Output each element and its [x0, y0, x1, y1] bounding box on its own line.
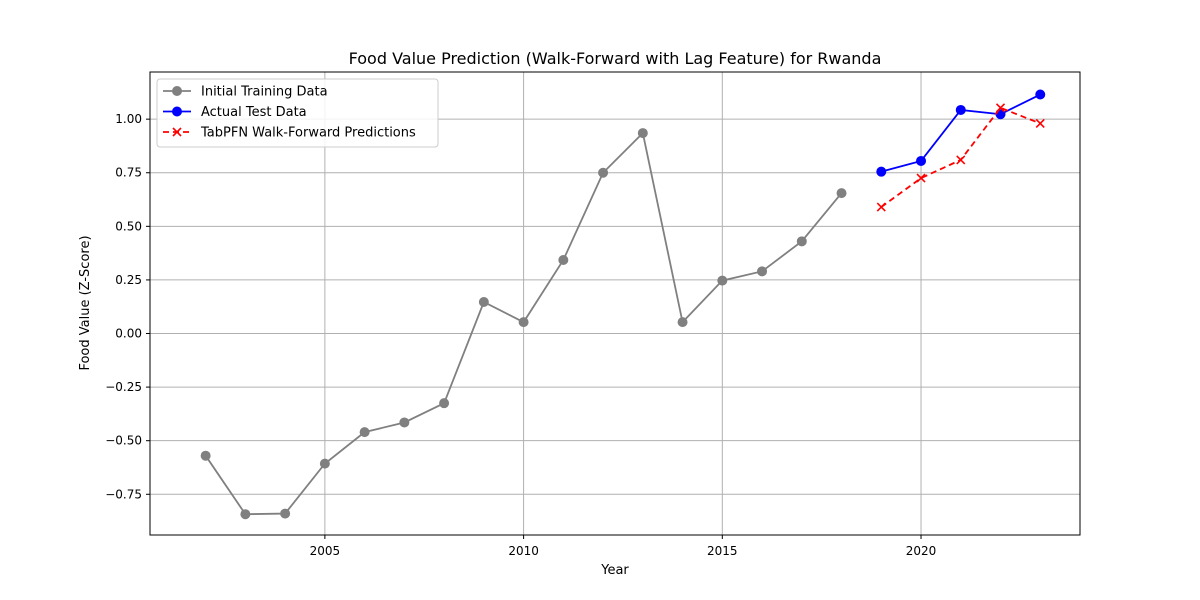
data-point — [518, 317, 529, 328]
y-tick-label: 0.25 — [115, 273, 142, 287]
data-point — [319, 458, 330, 469]
data-point — [439, 398, 450, 409]
legend-marker — [172, 106, 182, 117]
data-point — [478, 296, 489, 307]
data-point — [876, 166, 887, 177]
legend-item: Actual Test Data — [163, 105, 307, 120]
x-marker-stroke — [1035, 118, 1045, 129]
data-point — [399, 417, 410, 428]
data-point — [240, 509, 251, 520]
y-axis-label: Food Value (Z-Score) — [78, 235, 93, 370]
plot-area: 2005 2010 2015 2020 −0.75 −0.50 −0.25 0.00 0.25 0… — [105, 72, 1080, 558]
y-tick-label: −0.25 — [105, 380, 142, 394]
legend-box — [156, 78, 439, 148]
data-point — [558, 254, 569, 265]
data-point — [836, 188, 847, 199]
series-2 — [876, 103, 1045, 212]
y-tick-label: 0.50 — [115, 219, 142, 233]
legend-item: TabPFN Walk-Forward Predictions — [163, 126, 416, 141]
x-marker-stroke — [956, 155, 966, 165]
legend-marker — [172, 127, 182, 137]
x-marker-stroke — [916, 173, 926, 183]
x-marker-stroke — [172, 127, 182, 137]
data-point — [717, 275, 728, 286]
data-point — [1035, 118, 1045, 129]
x-tick-label: 2010 — [508, 544, 539, 558]
data-point — [916, 155, 927, 166]
data-point — [598, 167, 609, 178]
chart-title: Food Value Prediction (Walk-Forward with… — [349, 49, 882, 68]
legend-label: Initial Training Data — [201, 85, 328, 100]
data-point — [955, 104, 966, 115]
data-point — [200, 450, 211, 461]
legend: Initial Training Data Actual Test Data Tab… — [156, 78, 439, 148]
data-point — [280, 508, 291, 519]
y-tick-label: 0.75 — [115, 166, 142, 180]
series-0 — [200, 128, 847, 520]
y-tick-label: 0.00 — [115, 327, 142, 341]
y-tick-label: 1.00 — [115, 112, 142, 126]
legend-marker — [172, 86, 182, 96]
legend-label: Actual Test Data — [201, 105, 307, 120]
data-point — [916, 173, 926, 183]
data-point — [995, 103, 1006, 113]
data-point — [677, 317, 688, 328]
data-point — [757, 266, 768, 277]
y-tick-label: −0.75 — [105, 487, 142, 501]
x-marker-stroke — [995, 103, 1006, 113]
x-axis-label: Year — [600, 563, 629, 578]
x-tick-label: 2015 — [707, 544, 738, 558]
y-tick-label: −0.50 — [105, 434, 142, 448]
x-tick-label: 2005 — [310, 544, 341, 558]
legend-label: TabPFN Walk-Forward Predictions — [200, 126, 416, 141]
data-point — [876, 202, 886, 212]
x-marker-stroke — [876, 202, 886, 212]
data-point — [796, 236, 807, 247]
plot-frame — [149, 71, 1081, 536]
data-point — [359, 427, 370, 438]
data-point — [956, 155, 966, 165]
legend-item: Initial Training Data — [163, 85, 328, 100]
data-point — [637, 128, 648, 139]
data-point — [1035, 89, 1046, 100]
x-tick-label: 2020 — [906, 544, 937, 558]
